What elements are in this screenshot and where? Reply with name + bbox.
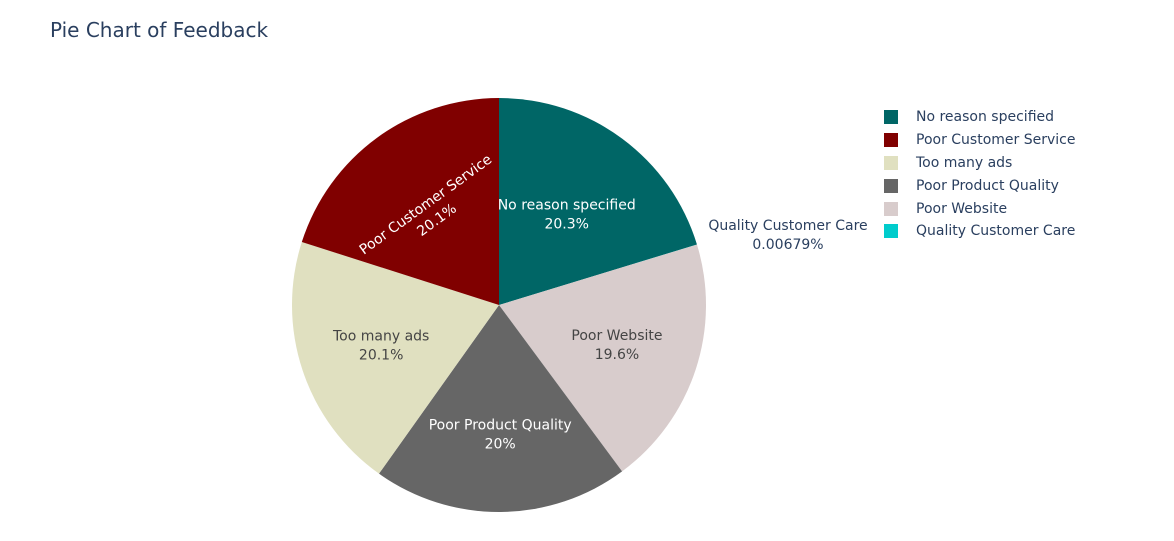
- legend-label: Poor Product Quality: [916, 177, 1059, 194]
- chart-title: Pie Chart of Feedback: [50, 18, 269, 42]
- legend-swatch: [884, 224, 898, 239]
- slice-label-no-reason-specified: No reason specified 20.3%: [498, 197, 636, 232]
- pie-slice-poor-website: [499, 244, 706, 472]
- slice-label-too-many-ads: Too many ads 20.1%: [332, 328, 429, 363]
- legend-label: Quality Customer Care: [916, 223, 1076, 240]
- legend-label: No reason specified: [916, 109, 1055, 126]
- legend-label: Too many ads: [916, 154, 1013, 171]
- pie-slice-poor-product-quality: [378, 305, 623, 512]
- legend-item-poor-customer-service[interactable]: Poor Customer Service: [884, 129, 1075, 152]
- slice-label-name: Quality Customer Care: [708, 218, 867, 234]
- legend-item-quality-customer-care[interactable]: Quality Customer Care: [884, 220, 1075, 243]
- slice-label-percent: 20.1%: [359, 347, 403, 363]
- pie-slice-poor-customer-service: [301, 98, 499, 305]
- legend-swatch: [884, 110, 898, 125]
- slice-label-poor-product-quality: Poor Product Quality 20%: [429, 417, 572, 452]
- slice-label-name: Poor Product Quality: [429, 417, 572, 433]
- legend-item-no-reason-specified[interactable]: No reason specified: [884, 106, 1075, 129]
- slice-label-name: No reason specified: [498, 197, 636, 213]
- legend-item-poor-website[interactable]: Poor Website: [884, 197, 1075, 220]
- slice-label-poor-website: Poor Website 19.6%: [571, 328, 662, 363]
- pie-slice-no-reason-specified: [499, 98, 697, 305]
- legend-swatch: [884, 178, 898, 193]
- legend-label: Poor Customer Service: [916, 132, 1076, 149]
- legend-label: Poor Website: [916, 200, 1008, 217]
- legend-swatch: [884, 201, 898, 216]
- slice-label-name: Too many ads: [332, 328, 429, 344]
- slice-label-quality-customer-care: Quality Customer Care 0.00679%: [708, 218, 867, 253]
- legend-swatch: [884, 155, 898, 170]
- slice-label-percent: 0.00679%: [752, 237, 823, 253]
- slice-label-percent: 20%: [485, 436, 516, 452]
- legend-item-poor-product-quality[interactable]: Poor Product Quality: [884, 174, 1075, 197]
- slice-label-percent: 20.3%: [544, 216, 588, 232]
- slice-label-percent: 19.6%: [595, 347, 639, 363]
- pie-slice-quality-customer-care: [499, 244, 697, 305]
- slice-label-name: Poor Website: [571, 328, 662, 344]
- pie-slice-too-many-ads: [291, 242, 499, 474]
- legend-item-too-many-ads[interactable]: Too many ads: [884, 152, 1075, 175]
- legend-swatch: [884, 133, 898, 148]
- legend: No reason specified Poor Customer Service…: [884, 106, 1075, 243]
